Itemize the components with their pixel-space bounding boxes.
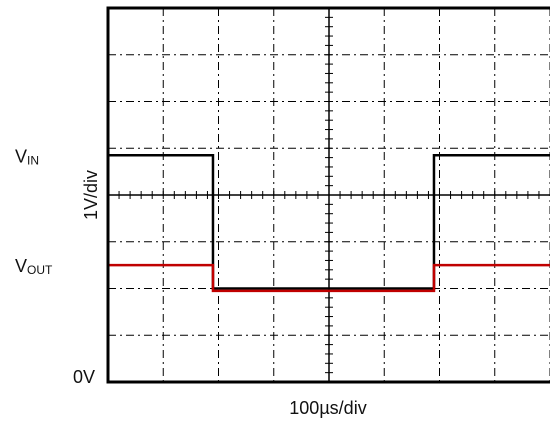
plot-frame — [106, 6, 550, 384]
trace — [108, 263, 550, 293]
series-label: VIN — [15, 146, 39, 167]
trace — [108, 154, 550, 290]
series-label: VOUT — [15, 256, 53, 277]
y-axis-label: 1V/div — [81, 170, 101, 220]
series-label-part: OUT — [27, 263, 53, 277]
y-tick-label: 0V — [73, 367, 95, 387]
x-axis-label: 100µs/div — [289, 398, 366, 418]
series-label-part: IN — [27, 153, 39, 167]
series-label-part: V — [15, 146, 27, 166]
series-label-part: V — [15, 256, 27, 276]
